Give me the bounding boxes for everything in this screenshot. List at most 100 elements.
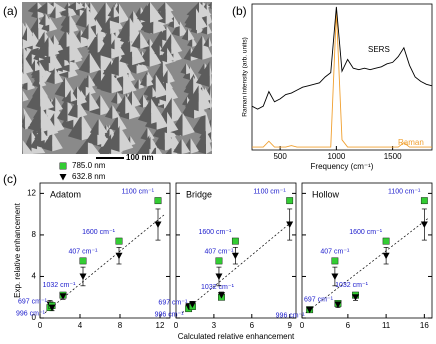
- facet: [22, 23, 23, 49]
- facet: [91, 2, 106, 26]
- facet: [35, 59, 42, 72]
- facet: [195, 8, 208, 31]
- point-annotation: 697 cm⁻¹: [18, 298, 48, 305]
- facet: [147, 87, 153, 98]
- facet: [139, 73, 147, 87]
- facet: [22, 140, 23, 154]
- marker-triangle: [231, 252, 239, 260]
- x-tick-label: 0: [38, 321, 43, 330]
- facet: [41, 131, 53, 152]
- facet: [49, 6, 56, 19]
- x-axis-label: Frequency (cm⁻¹): [311, 162, 374, 171]
- facet: [22, 26, 28, 42]
- marker-square: [154, 197, 162, 205]
- point-annotation: 1600 cm⁻¹: [82, 229, 116, 236]
- facet: [136, 135, 150, 154]
- point-annotation: 996 cm⁻¹: [16, 310, 46, 317]
- x-tick-label: 12: [156, 321, 165, 330]
- facet: [196, 60, 210, 88]
- facet: [106, 52, 119, 76]
- x-tick-label: 6: [250, 321, 255, 330]
- facet: [52, 131, 63, 152]
- facet: [154, 45, 160, 56]
- facet: [192, 110, 206, 136]
- facet: [86, 6, 98, 28]
- facet: [26, 85, 41, 112]
- y-tick-label: 4: [32, 272, 37, 281]
- point-annotation: 407 cm⁻¹: [204, 249, 234, 256]
- facet: [107, 5, 114, 18]
- facet: [183, 76, 194, 95]
- facet: [204, 86, 212, 102]
- facet: [41, 127, 49, 142]
- panel-title: Adatom: [50, 189, 81, 199]
- facet: [207, 22, 212, 35]
- facet: [66, 31, 75, 47]
- facet: [54, 67, 64, 85]
- facet: [104, 104, 113, 119]
- panel-label: (c): [3, 172, 17, 186]
- marker-triangle: [115, 252, 123, 260]
- facet: [119, 125, 134, 152]
- y-axis-label: Exp. relative enhancement: [13, 202, 22, 298]
- x-tick-label: 1000: [327, 152, 345, 161]
- marker-triangle: [48, 304, 56, 312]
- facet: [209, 60, 212, 88]
- facet: [89, 52, 101, 74]
- x-tick-label: 1500: [384, 152, 402, 161]
- facet: [115, 94, 126, 114]
- facet: [173, 16, 181, 28]
- marker-triangle: [352, 294, 360, 301]
- panel-label: (b): [232, 4, 247, 18]
- point-annotation: 697 cm⁻¹: [304, 296, 334, 303]
- facet: [167, 69, 175, 84]
- facet: [114, 39, 121, 50]
- sem-texture: [22, 2, 212, 154]
- facet: [54, 77, 66, 98]
- facet: [185, 85, 199, 112]
- facet: [130, 135, 136, 146]
- facet: [140, 31, 150, 49]
- x-tick-label: 9: [287, 321, 292, 330]
- marker-triangle: [59, 293, 67, 300]
- facet: [166, 78, 179, 102]
- facet: [189, 35, 203, 60]
- facet: [198, 130, 206, 145]
- facet: [22, 117, 25, 128]
- facet: [143, 136, 151, 150]
- facet: [98, 118, 108, 136]
- facet: [64, 89, 71, 102]
- x-tick-label: 0: [174, 321, 179, 330]
- facet: [22, 107, 24, 126]
- facet: [78, 52, 90, 74]
- y-tick-label: 8: [32, 230, 37, 239]
- marker-triangle: [217, 292, 225, 299]
- facet: [105, 125, 120, 152]
- facet: [39, 71, 45, 82]
- facet: [123, 68, 137, 95]
- facet: [66, 2, 76, 11]
- legend-label: 632.8 nm: [72, 172, 106, 181]
- facet: [88, 23, 97, 39]
- facet: [23, 55, 34, 75]
- facet: [181, 96, 188, 107]
- facet: [56, 101, 68, 122]
- trend-line: [305, 218, 429, 314]
- facet: [80, 23, 89, 39]
- y-tick-label: 0: [32, 313, 37, 322]
- facet: [183, 47, 191, 61]
- facet: [190, 137, 199, 154]
- facet: [34, 71, 40, 82]
- facet: [150, 2, 163, 23]
- facet: [137, 98, 152, 124]
- point-annotation: 996 cm⁻¹: [276, 313, 306, 320]
- facet: [140, 127, 148, 141]
- facet: [167, 16, 174, 28]
- facet: [67, 114, 82, 141]
- marker-square: [420, 197, 428, 205]
- x-tick-label: 500: [273, 152, 287, 161]
- point-annotation: 1032 cm⁻¹: [43, 282, 77, 289]
- facet: [137, 2, 151, 23]
- facet: [153, 128, 165, 151]
- series-label: SERS: [368, 45, 390, 54]
